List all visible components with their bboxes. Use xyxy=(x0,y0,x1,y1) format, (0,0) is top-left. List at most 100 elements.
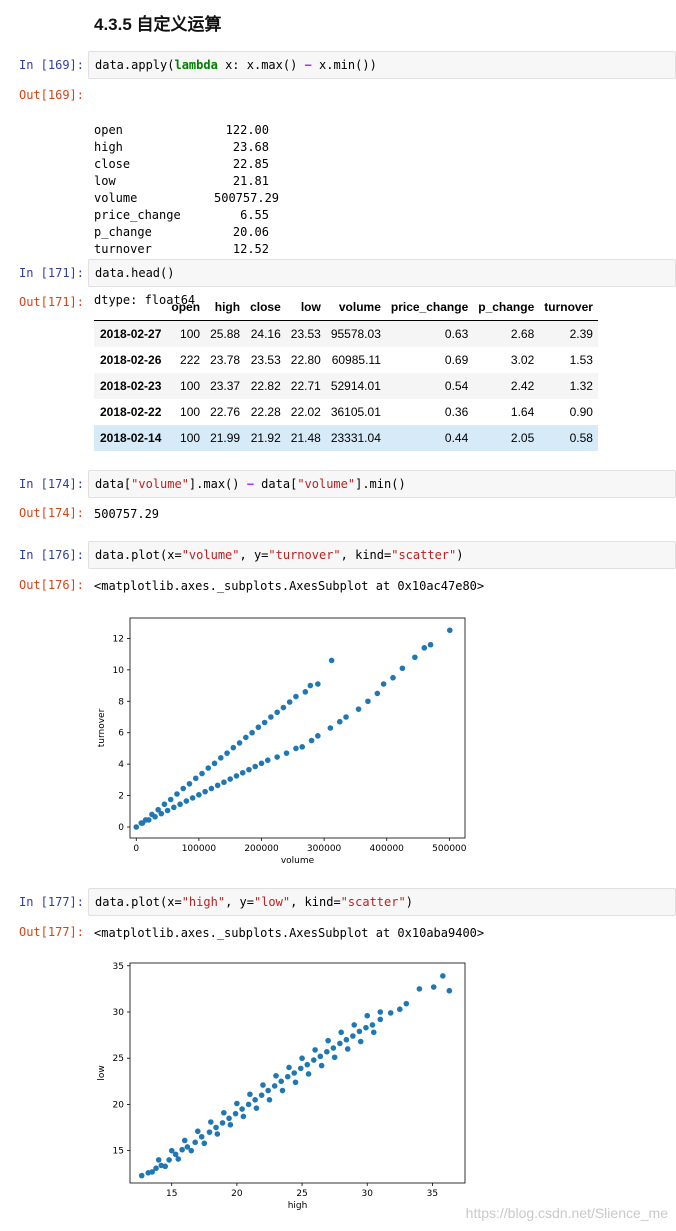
scatter-point xyxy=(421,645,428,651)
scatter-point xyxy=(211,760,218,767)
scatter-point xyxy=(446,987,453,994)
code-text: ].min() xyxy=(355,477,406,491)
series-key: volume xyxy=(94,191,138,205)
scatter-point xyxy=(351,1022,358,1028)
input-prompt: In [177]: xyxy=(18,895,84,909)
scatter-point xyxy=(180,785,187,792)
table-cell: 21.99 xyxy=(210,431,241,445)
scatter-point xyxy=(239,769,246,776)
code-cell-177[interactable]: data.plot(x="high", y="low", kind="scatt… xyxy=(88,888,676,916)
code-text: ].max() xyxy=(188,477,247,491)
table-cell: 2.42 xyxy=(510,379,535,393)
code-cell-174[interactable]: data["volume"].max() − data["volume"].mi… xyxy=(88,470,676,498)
code-text: x: x.max() xyxy=(217,58,305,72)
scatter-point xyxy=(208,1119,214,1125)
table-row[interactable]: 2018-02-23 100 23.37 22.82 22.71 52914.01 0.54… xyxy=(94,373,598,399)
x-tick-label: 100000 xyxy=(182,844,217,854)
scatter-point xyxy=(328,657,335,664)
y-tick-label: 30 xyxy=(113,1008,125,1018)
series-value: 122.00 xyxy=(225,123,269,137)
series-value: 23.68 xyxy=(232,140,269,154)
scatter-point xyxy=(155,806,161,813)
scatter-point xyxy=(427,641,434,648)
scatter-point xyxy=(252,1097,258,1103)
x-tick-label: 300000 xyxy=(307,844,342,854)
scatter-point xyxy=(264,757,271,764)
scatter-point xyxy=(227,1121,234,1128)
scalar-output: 500757.29 xyxy=(94,507,160,521)
table-row[interactable]: 2018-02-26 222 23.78 23.53 22.80 60985.11 0.69… xyxy=(94,347,598,373)
scatter-point xyxy=(192,1139,198,1146)
table-cell: 60985.11 xyxy=(331,353,381,367)
code-cell-176[interactable]: data.plot(x="volume", y="turnover", kind… xyxy=(88,541,676,569)
row-index: 2018-02-23 xyxy=(100,379,162,393)
scatter-point xyxy=(246,766,252,773)
scatter-point xyxy=(161,801,168,808)
table-cell: 22.71 xyxy=(290,379,321,393)
series-row: volume 500757.29 xyxy=(94,190,279,207)
scatter-point xyxy=(217,755,224,761)
scatter-plot-high-low: 15 20 25 30 35 15 20 25 30 35 high low xyxy=(97,962,466,1211)
table-cell: 100 xyxy=(180,379,201,393)
table-row[interactable]: 2018-02-27 100 25.88 24.16 23.53 95578.03 0.63… xyxy=(94,320,598,347)
code-string: "volume" xyxy=(297,477,356,491)
scatter-point xyxy=(274,754,280,760)
x-tick-label: 400000 xyxy=(370,844,405,854)
scatter-point xyxy=(374,690,381,697)
scatter-point xyxy=(390,674,396,681)
table-cell: 2.05 xyxy=(510,431,535,445)
scatter-point xyxy=(357,1038,364,1045)
scatter-point xyxy=(330,1045,337,1051)
table-cell: 22.28 xyxy=(250,405,281,419)
scatter-point xyxy=(304,1061,311,1068)
table-cell: 23.53 xyxy=(250,353,281,367)
series-output: open 122.00 high 23.68 close 22.85 low 21.81 vol… xyxy=(94,88,279,326)
code-string: "volume" xyxy=(181,548,240,562)
table-cell: 0.36 xyxy=(444,405,469,419)
code-string: "scatter" xyxy=(391,548,457,562)
code-cell-169[interactable]: data.apply(lambda x: x.max() − x.min()) xyxy=(88,51,676,79)
scatter-point xyxy=(364,1012,371,1019)
table-column-header: volume xyxy=(325,294,386,321)
scatter-point xyxy=(430,984,437,990)
scatter-point xyxy=(155,1157,162,1163)
scatter-point xyxy=(286,699,293,705)
scatter-point xyxy=(440,973,446,979)
scatter-point xyxy=(293,745,299,752)
table-cell: 0.44 xyxy=(444,431,469,445)
code-text: , y= xyxy=(239,548,269,562)
x-tick-label: 15 xyxy=(166,1189,177,1199)
scatter-point xyxy=(318,1062,325,1069)
table-row[interactable]: 2018-02-14 100 21.99 21.92 21.48 23331.04 0.44… xyxy=(94,425,598,451)
scatter-point xyxy=(179,1146,185,1153)
code-text: data.head() xyxy=(95,266,175,280)
series-row: p_change 20.06 xyxy=(94,224,269,241)
scatter-point xyxy=(196,791,202,798)
table-cell: 100 xyxy=(180,327,201,341)
row-index: 2018-02-27 xyxy=(100,327,162,341)
scatter-point xyxy=(274,709,280,716)
table-column-header: open xyxy=(166,294,206,321)
scatter-point xyxy=(273,1072,279,1079)
scatter-point xyxy=(247,1091,253,1098)
section-heading: 4.3.5 自定义运算 xyxy=(94,15,222,34)
scatter-point xyxy=(266,1097,273,1103)
table-cell: 1.32 xyxy=(569,379,593,393)
scatter-plot-volume-turnover: 0 100000 200000 300000 400000 500000 0 2 4 6 8 10 12… xyxy=(97,617,467,866)
scatter-point xyxy=(370,1029,377,1036)
x-tick-label: 35 xyxy=(427,1189,438,1199)
scatter-point xyxy=(447,627,453,634)
table-cell: 1.64 xyxy=(510,405,535,419)
scatter-point xyxy=(175,1156,182,1162)
code-cell-171[interactable]: data.head() xyxy=(88,259,676,287)
y-tick-label: 10 xyxy=(113,666,125,676)
series-key: turnover xyxy=(94,242,152,256)
scatter-point xyxy=(403,1000,410,1007)
code-text: x.min()) xyxy=(311,58,377,72)
series-value: 22.85 xyxy=(232,157,269,171)
scatter-point xyxy=(186,780,193,787)
scatter-point xyxy=(139,820,146,826)
scatter-point xyxy=(236,740,243,746)
table-row[interactable]: 2018-02-22 100 22.76 22.28 22.02 36105.01 0.36… xyxy=(94,399,598,425)
scatter-point xyxy=(145,817,152,823)
